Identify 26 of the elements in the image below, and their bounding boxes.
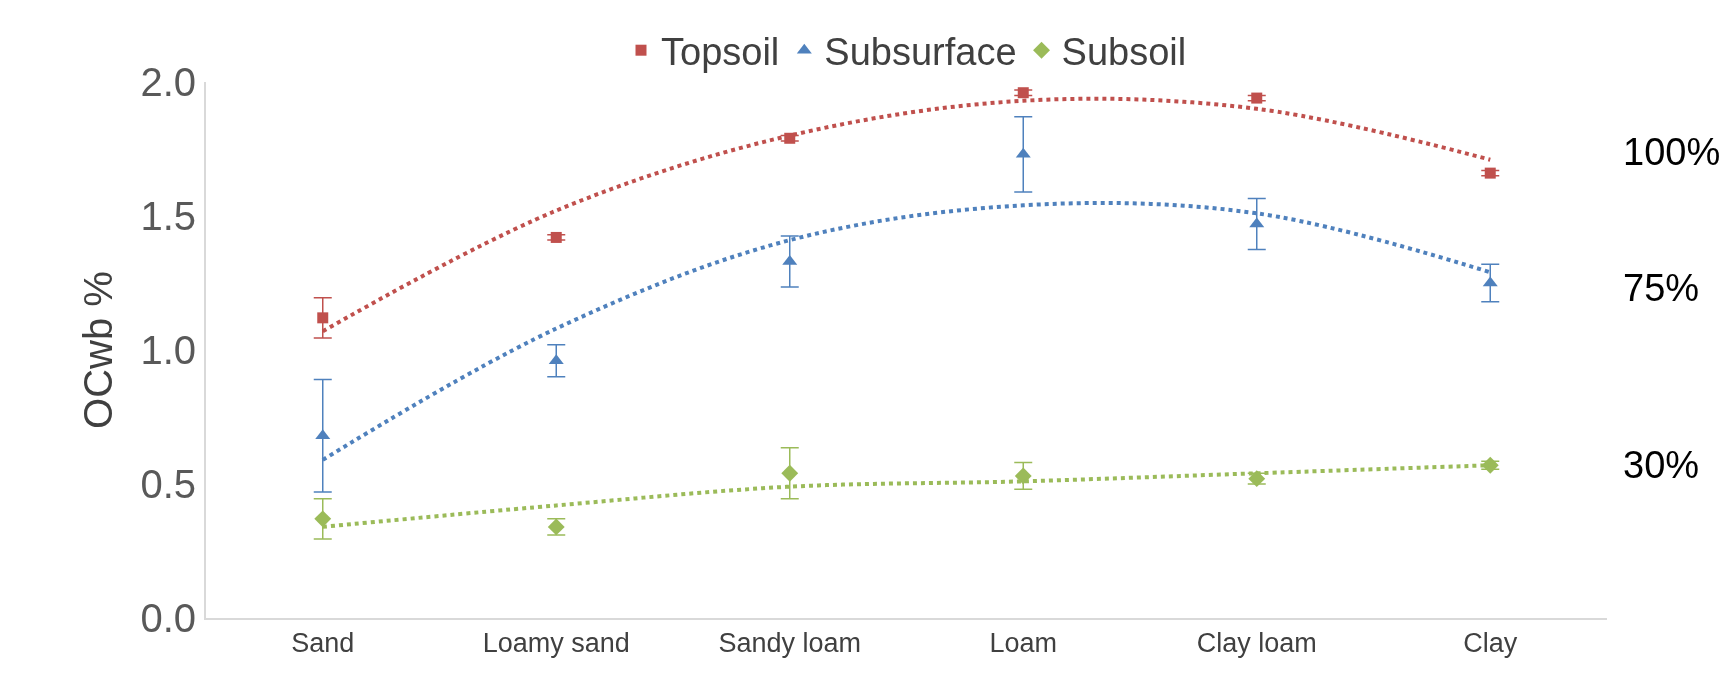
point [317,312,329,324]
x-tick-label: Sand [291,628,355,659]
point [1251,92,1263,104]
y-tick-label: 0.5 [140,462,196,506]
point [550,231,562,243]
x-tick-label: Sandy loam [718,628,862,659]
y-axis-title: OCwb % [76,271,121,429]
x-tick-label: Loam [989,628,1058,659]
y-tick-label: 0.0 [140,596,196,640]
x-tick-label: Clay [1463,628,1518,659]
y-tick-label: 1.0 [140,328,196,372]
text: 100% [1623,131,1721,173]
point [1484,167,1496,179]
point [314,510,332,528]
point [781,464,799,482]
y-tick-label: 1.5 [140,194,196,238]
legend-label: Topsoil [661,31,780,74]
legend-label: Subsurface [824,31,1017,74]
legend-label: Subsoil [1061,31,1187,74]
point [1017,87,1029,99]
x-tick-label: Clay loam [1196,628,1317,659]
y-tick-label: 2.0 [140,60,196,104]
text: 30% [1623,444,1700,486]
text: 75% [1623,267,1700,309]
x-tick-label: Loamy sand [482,628,630,659]
point [1014,467,1032,485]
